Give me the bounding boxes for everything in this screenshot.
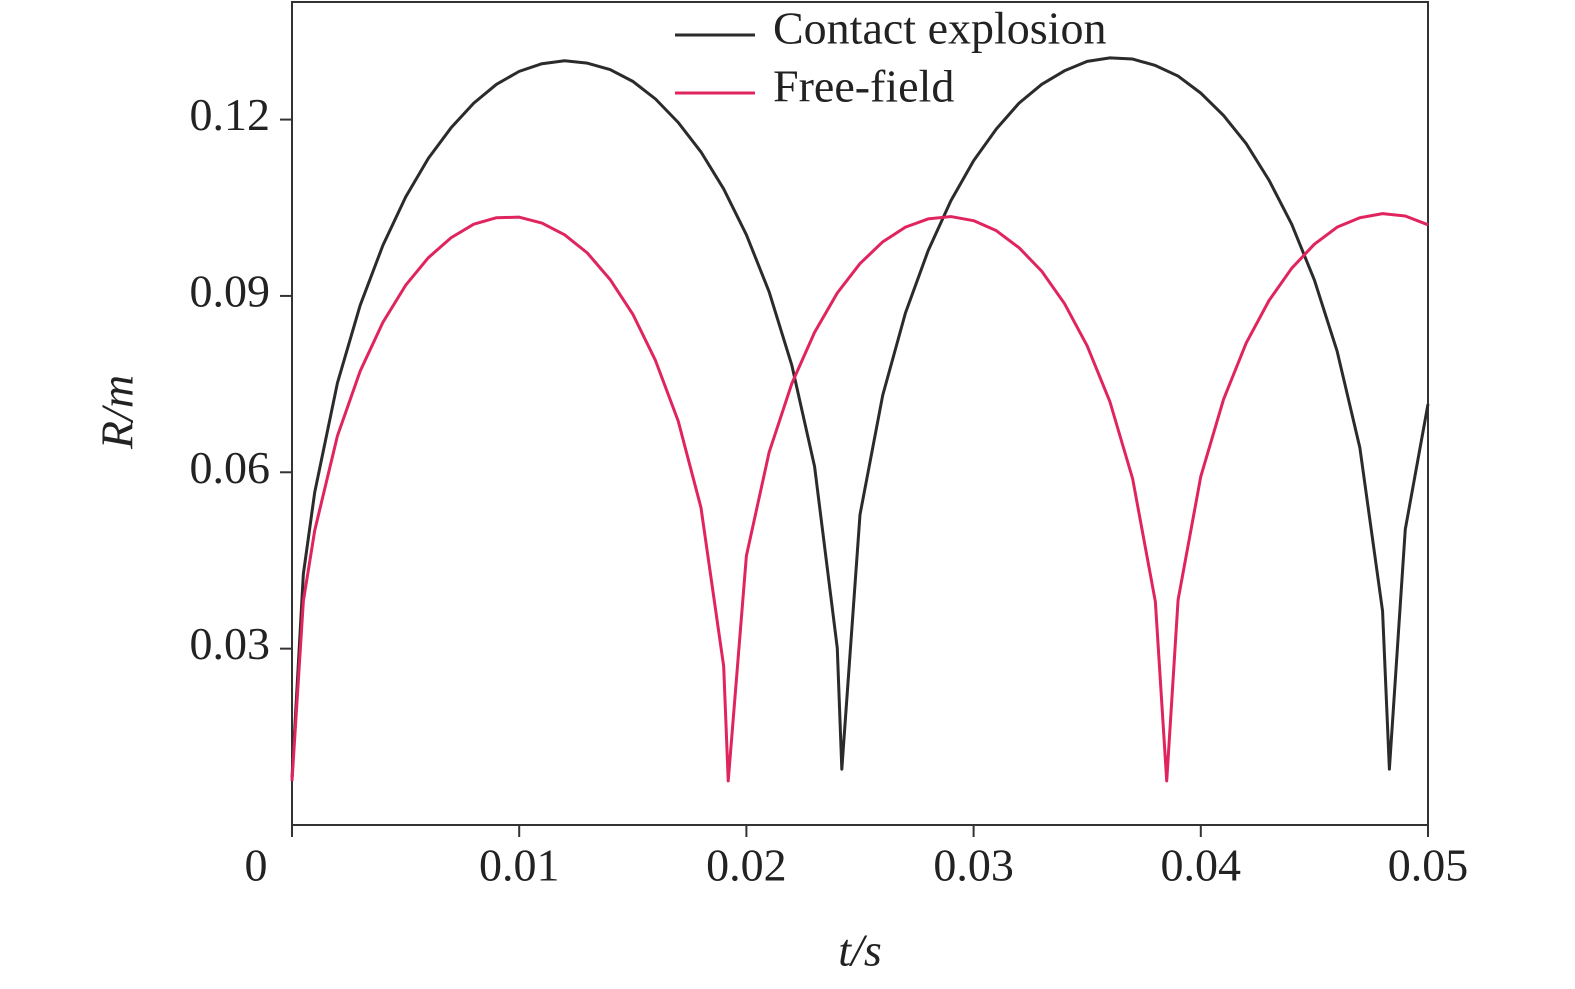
y-tick-label: 0.06 bbox=[190, 442, 271, 493]
x-tick-label: 0.02 bbox=[706, 840, 787, 891]
x-tick-label: 0.05 bbox=[1388, 840, 1469, 891]
series-line bbox=[290, 212, 1429, 783]
series-line bbox=[290, 56, 1430, 779]
legend-label: Contact explosion bbox=[773, 3, 1106, 54]
legend-label: Free-field bbox=[773, 61, 954, 112]
x-axis-label: t/s bbox=[838, 925, 881, 976]
plot-frame bbox=[291, 1, 1429, 826]
x-tick-label: 0.01 bbox=[479, 840, 560, 891]
y-tick-label: 0.12 bbox=[190, 89, 271, 140]
y-tick-label: 0.03 bbox=[190, 618, 271, 669]
x-tick-label: 0.04 bbox=[1161, 840, 1242, 891]
x-tick-label: 0.03 bbox=[933, 840, 1014, 891]
y-tick-label: 0.09 bbox=[190, 265, 271, 316]
y-axis-label: R/m bbox=[92, 375, 143, 450]
x-tick-label: 0 bbox=[245, 840, 268, 891]
